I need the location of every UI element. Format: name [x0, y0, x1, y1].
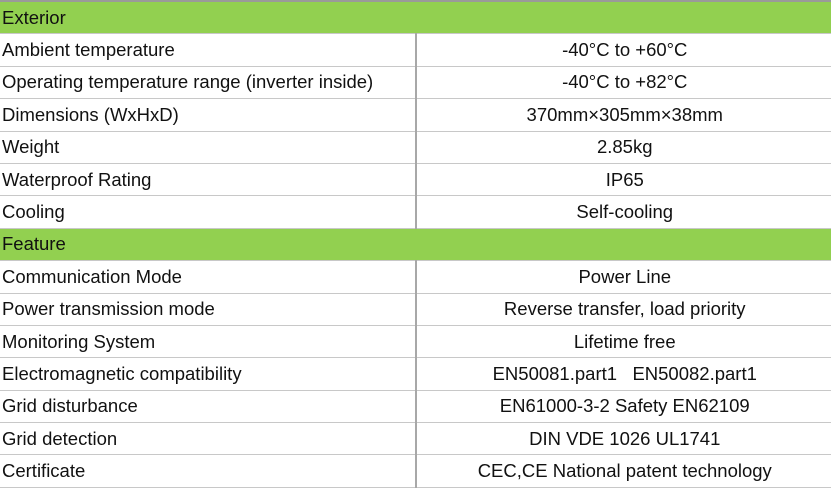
- spec-label: Monitoring System: [0, 325, 416, 357]
- spec-label: Operating temperature range (inverter in…: [0, 66, 416, 98]
- spec-value: Power Line: [416, 261, 831, 293]
- spec-value: Lifetime free: [416, 325, 831, 357]
- table-row: Operating temperature range (inverter in…: [0, 66, 831, 98]
- spec-label: Communication Mode: [0, 261, 416, 293]
- spec-value: EN61000-3-2 Safety EN62109: [416, 390, 831, 422]
- spec-value: -40°C to +60°C: [416, 34, 831, 66]
- spec-value: DIN VDE 1026 UL1741: [416, 423, 831, 455]
- section-header-row: Exterior: [0, 1, 831, 34]
- spec-value: IP65: [416, 163, 831, 195]
- table-row: Ambient temperature-40°C to +60°C: [0, 34, 831, 66]
- spec-value: CEC,CE National patent technology: [416, 455, 831, 487]
- spec-value: EN50081.part1 EN50082.part1: [416, 358, 831, 390]
- section-title: Exterior: [0, 1, 831, 34]
- spec-value: 370mm×305mm×38mm: [416, 99, 831, 131]
- spec-label: Cooling: [0, 196, 416, 228]
- spec-value: Self-cooling: [416, 196, 831, 228]
- spec-value: Reverse transfer, load priority: [416, 293, 831, 325]
- spec-label: Certificate: [0, 455, 416, 487]
- section-title: Feature: [0, 228, 831, 260]
- spec-label: Electromagnetic compatibility: [0, 358, 416, 390]
- table-row: Dimensions (WxHxD)370mm×305mm×38mm: [0, 99, 831, 131]
- spec-label: Dimensions (WxHxD): [0, 99, 416, 131]
- spec-label: Ambient temperature: [0, 34, 416, 66]
- spec-label: Grid detection: [0, 423, 416, 455]
- spec-label: Waterproof Rating: [0, 163, 416, 195]
- section-header-row: Feature: [0, 228, 831, 260]
- spec-value: 2.85kg: [416, 131, 831, 163]
- spec-label: Power transmission mode: [0, 293, 416, 325]
- spec-value: -40°C to +82°C: [416, 66, 831, 98]
- spec-label: Weight: [0, 131, 416, 163]
- spec-label: Grid disturbance: [0, 390, 416, 422]
